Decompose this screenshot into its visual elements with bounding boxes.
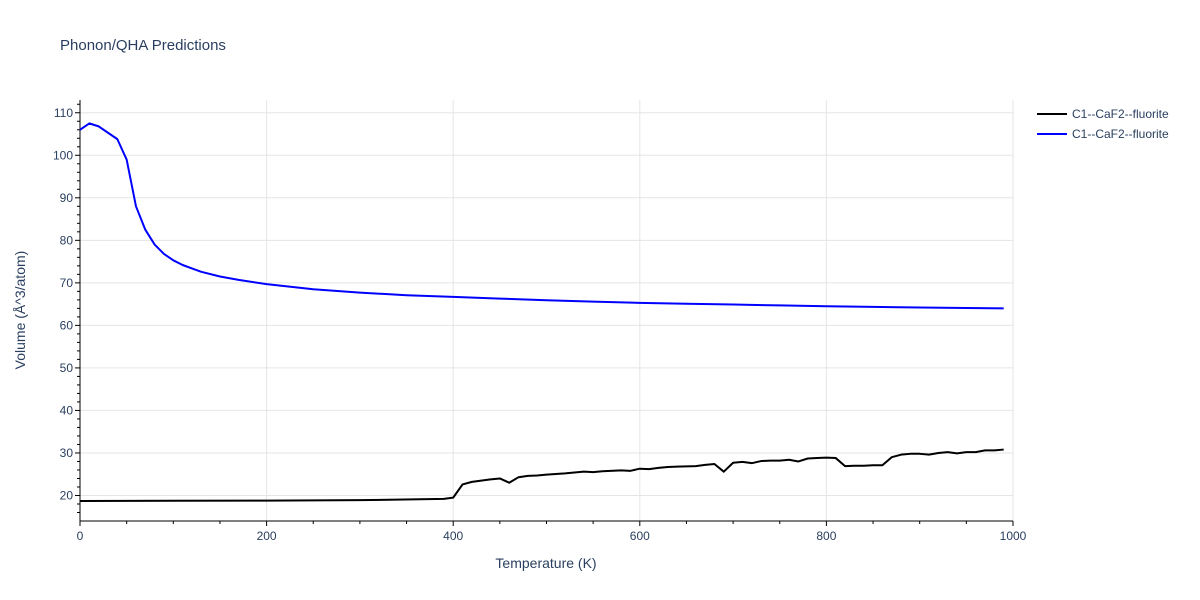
y-tick-label: 30 [60, 446, 74, 460]
series-line-1 [79, 448, 1004, 503]
x-tick-label: 200 [257, 529, 277, 543]
x-tick-label: 400 [443, 529, 463, 543]
y-tick-label: 90 [60, 191, 74, 205]
x-axis-title: Temperature (K) [495, 555, 596, 571]
legend-item-1[interactable]: C1--CaF2--fluorite [1037, 107, 1169, 121]
y-tick-label: 80 [60, 233, 74, 247]
tick-labels: 0 200 400 600 800 1000 20 30 40 50 60 70 80 90 100 110 [53, 106, 1027, 543]
y-tick-label: 100 [53, 148, 73, 162]
plot-area [79, 122, 1004, 503]
x-tick-label: 800 [816, 529, 836, 543]
x-tick-label: 0 [77, 529, 84, 543]
legend-item-2[interactable]: C1--CaF2--fluorite [1037, 127, 1169, 141]
x-tick-label: 1000 [1000, 529, 1027, 543]
legend-label: C1--CaF2--fluorite [1072, 107, 1169, 121]
axes [75, 100, 1014, 526]
chart-title: Phonon/QHA Predictions [60, 37, 226, 54]
y-tick-label: 110 [54, 106, 73, 120]
y-tick-label: 60 [60, 318, 74, 332]
y-tick-label: 20 [60, 488, 74, 502]
grid [80, 100, 1014, 521]
y-axis-title: Volume (Å^3/atom) [12, 251, 28, 370]
y-tick-label: 50 [60, 361, 74, 375]
y-tick-label: 70 [60, 276, 74, 290]
series-line-2 [79, 122, 1004, 310]
y-tick-label: 40 [60, 403, 74, 417]
legend-label: C1--CaF2--fluorite [1072, 127, 1169, 141]
x-tick-label: 600 [630, 529, 650, 543]
legend[interactable]: C1--CaF2--fluorite C1--CaF2--fluorite [1037, 107, 1169, 141]
